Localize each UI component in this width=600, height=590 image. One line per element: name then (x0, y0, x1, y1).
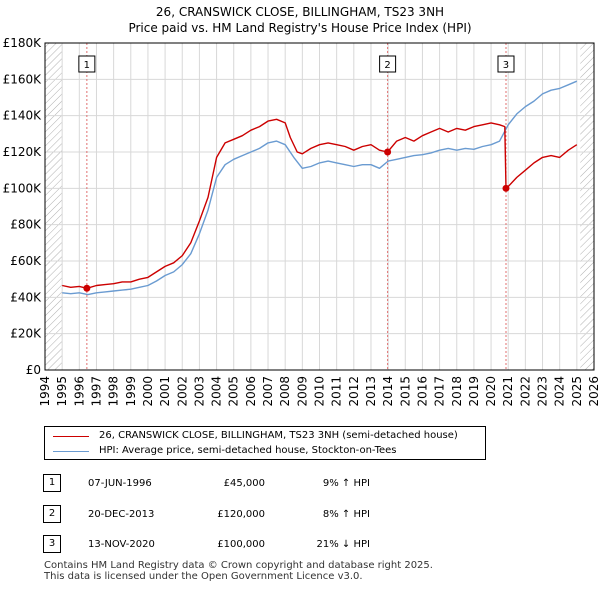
x-tick-label: 2019 (467, 376, 481, 407)
x-tick-label: 2003 (192, 376, 206, 407)
x-tick-label: 2021 (501, 376, 515, 407)
sale-number-box (379, 55, 397, 73)
x-tick-label: 1997 (89, 376, 103, 407)
footer: Contains HM Land Registry data © Crown c… (44, 560, 433, 582)
x-tick-label: 1995 (55, 376, 69, 407)
x-tick-label: 2015 (398, 376, 412, 407)
x-tick-label: 2011 (330, 376, 344, 407)
chart-title-block: 26, CRANSWICK CLOSE, BILLINGHAM, TS23 3N… (0, 4, 600, 36)
sale-hpi-change: 21% ↓ HPI (316, 539, 370, 550)
hatched-region-before (45, 43, 63, 370)
x-tick-label: 2023 (536, 376, 550, 407)
x-tick-label: 2001 (158, 376, 172, 407)
x-tick-label: 2013 (364, 376, 378, 407)
property-price-line (62, 118, 578, 289)
sale-number-badge: 1 (43, 474, 61, 492)
x-tick-label: 2017 (433, 376, 447, 407)
x-tick-label: 2012 (347, 376, 361, 407)
y-tick-label: £20K (10, 327, 42, 341)
price-chart: 1 2 3 £0 £20K £40K £60K £80K £100K £120K £140K £160… (3, 36, 600, 407)
sale-hpi-change: 9% ↑ HPI (322, 478, 370, 489)
x-tick-label: 2008 (278, 376, 292, 407)
legend: 26, CRANSWICK CLOSE, BILLINGHAM, TS23 3N… (44, 426, 486, 460)
hpi-line (62, 80, 578, 296)
x-tick-label: 2002 (175, 376, 189, 407)
sale-point (502, 184, 510, 192)
footer-licence: This data is licensed under the Open Gov… (44, 571, 363, 582)
x-tick-label: 1996 (72, 376, 86, 407)
footer-copyright: Contains HM Land Registry data © Crown c… (44, 560, 433, 571)
sale-number-label: 3 (503, 60, 509, 71)
sale-number-box (497, 55, 515, 73)
sale-number-label: 2 (384, 60, 390, 71)
sale-price: £100,000 (217, 539, 265, 550)
sale-date: 13-NOV-2020 (88, 539, 155, 550)
x-tick-label: 2010 (313, 376, 327, 407)
x-tick-label: 2025 (570, 376, 584, 407)
chart-title: 26, CRANSWICK CLOSE, BILLINGHAM, TS23 3N… (155, 5, 445, 19)
y-tick-label: £160K (3, 72, 43, 86)
legend-item-hpi: HPI: Average price, semi-detached house,… (53, 444, 397, 458)
sale-number-badge: 3 (43, 535, 61, 553)
sale-number-box (78, 55, 96, 73)
x-tick-label: 2009 (295, 376, 309, 407)
x-tick-label: 2000 (141, 376, 155, 407)
y-tick-label: £140K (3, 109, 43, 123)
plot-border (44, 42, 595, 371)
y-tick-label: £60K (10, 254, 42, 268)
x-tick-label: 2014 (381, 376, 395, 407)
y-tick-label: £0 (26, 363, 41, 377)
y-tick-label: £120K (3, 145, 43, 159)
legend-swatch-hpi (53, 450, 89, 452)
legend-label-hpi: HPI: Average price, semi-detached house,… (99, 445, 397, 456)
y-tick-label: £80K (10, 218, 42, 232)
legend-label-property: 26, CRANSWICK CLOSE, BILLINGHAM, TS23 3N… (99, 430, 458, 441)
sale-price: £45,000 (223, 478, 265, 489)
x-tick-label: 2020 (484, 376, 498, 407)
x-tick-label: 2004 (210, 376, 224, 407)
sale-hpi-change: 8% ↑ HPI (322, 509, 370, 520)
x-tick-label: 2016 (415, 376, 429, 407)
sale-point (384, 148, 392, 156)
x-tick-label: 2024 (553, 376, 567, 407)
y-tick-label: £100K (3, 181, 43, 195)
x-tick-label: 2022 (518, 376, 532, 407)
sale-number-label: 1 (84, 60, 90, 71)
y-tick-label: £180K (3, 36, 43, 50)
sale-date: 07-JUN-1996 (88, 478, 152, 489)
x-tick-label: 1999 (124, 376, 138, 407)
y-tick-label: £40K (10, 290, 42, 304)
sale-price: £120,000 (217, 509, 265, 520)
legend-swatch-property (53, 435, 89, 437)
sale-number-badge: 2 (43, 505, 61, 523)
x-tick-label: 2018 (450, 376, 464, 407)
x-tick-label: 2007 (261, 376, 275, 407)
x-tick-label: 2005 (227, 376, 241, 407)
x-tick-label: 2006 (244, 376, 258, 407)
x-tick-label: 1998 (107, 376, 121, 407)
x-tick-label: 1994 (38, 376, 52, 407)
legend-item-property: 26, CRANSWICK CLOSE, BILLINGHAM, TS23 3N… (53, 429, 458, 443)
chart-subtitle: Price paid vs. HM Land Registry's House … (128, 21, 472, 35)
hatched-region-after (580, 43, 594, 370)
sale-date: 20-DEC-2013 (88, 509, 155, 520)
x-tick-label: 2026 (587, 376, 600, 407)
sale-point (83, 284, 91, 292)
